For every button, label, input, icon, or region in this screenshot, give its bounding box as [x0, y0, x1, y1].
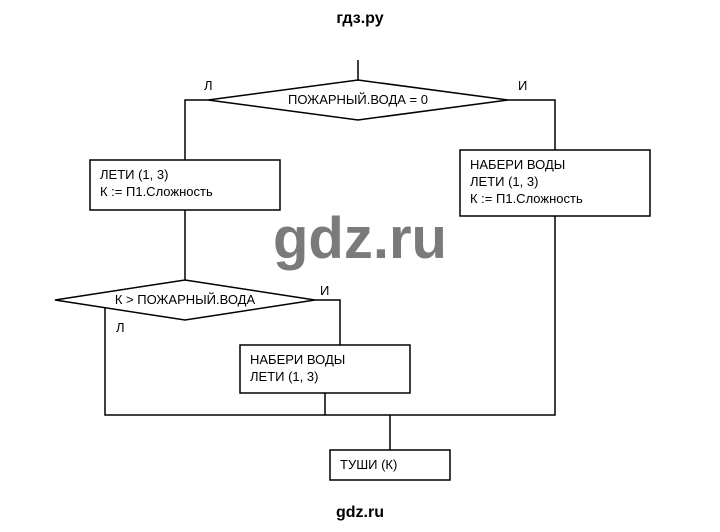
edge-label-d1_left: Л	[204, 78, 213, 93]
edge-label-d1_right: И	[518, 78, 527, 93]
page-footer: gdz.ru	[0, 504, 720, 522]
flowchart-canvas	[0, 0, 720, 532]
node-p_left-label: ЛЕТИ (1, 3) К := П1.Сложность	[100, 167, 270, 201]
edge-label-d2_left: Л	[116, 320, 125, 335]
node-p_final-label: ТУШИ (К)	[340, 457, 440, 474]
edge-label-d2_right: И	[320, 283, 329, 298]
node-p_mid-label: НАБЕРИ ВОДЫ ЛЕТИ (1, 3)	[250, 352, 400, 386]
node-d1-label: ПОЖАРНЫЙ.ВОДА = 0	[208, 92, 508, 109]
footer-text: gdz.ru	[336, 504, 384, 521]
node-d2-label: К > ПОЖАРНЫЙ.ВОДА	[55, 292, 315, 309]
node-p_right-label: НАБЕРИ ВОДЫ ЛЕТИ (1, 3) К := П1.Сложност…	[470, 157, 640, 208]
